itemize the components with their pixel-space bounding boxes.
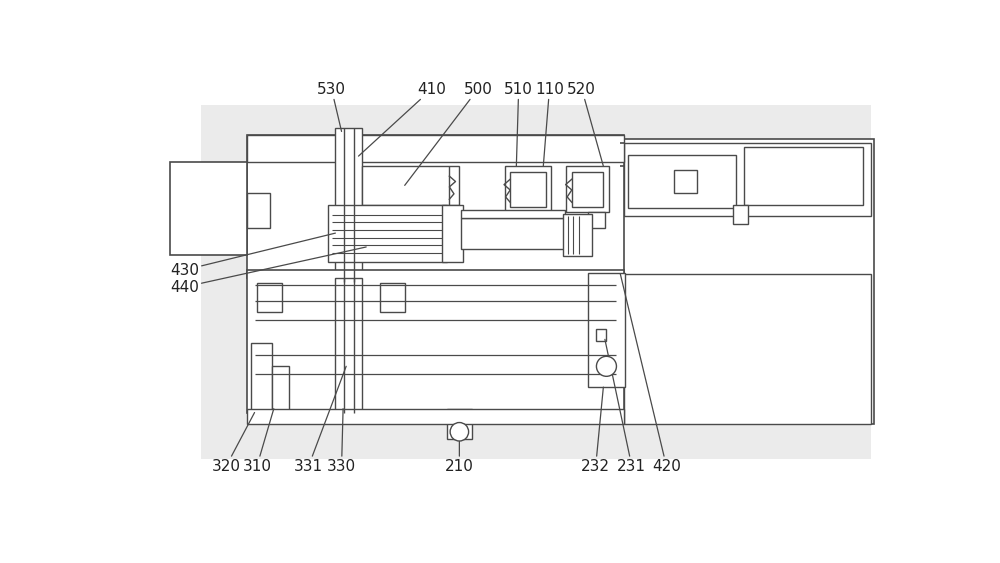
Bar	[624, 274, 871, 424]
Text: 500: 500	[405, 82, 492, 185]
Bar	[335, 128, 362, 282]
Bar	[674, 170, 697, 193]
Bar	[247, 193, 270, 227]
Text: 320: 320	[212, 413, 255, 474]
Text: 232: 232	[581, 387, 610, 474]
Bar	[566, 166, 609, 212]
Bar	[247, 409, 624, 424]
Circle shape	[450, 422, 469, 441]
Bar	[744, 147, 863, 204]
Bar	[328, 204, 447, 262]
Bar	[733, 204, 748, 224]
Bar	[588, 212, 605, 227]
Text: 510: 510	[504, 82, 533, 166]
Bar	[461, 210, 565, 218]
Bar	[251, 343, 272, 413]
Text: 520: 520	[567, 82, 603, 166]
Text: 210: 210	[445, 424, 474, 474]
Bar	[170, 162, 247, 254]
Bar	[461, 218, 565, 248]
Text: 331: 331	[294, 367, 346, 474]
Text: 430: 430	[170, 233, 335, 278]
Text: 310: 310	[242, 409, 274, 474]
Bar	[563, 214, 592, 256]
Text: 330: 330	[327, 409, 356, 474]
Text: 410: 410	[358, 82, 446, 156]
Circle shape	[596, 356, 616, 376]
Bar	[247, 135, 624, 162]
Text: 530: 530	[317, 82, 346, 132]
Bar	[380, 283, 405, 312]
Bar	[505, 166, 551, 212]
Bar	[628, 155, 736, 208]
Bar	[447, 409, 472, 440]
Bar	[257, 283, 282, 312]
Bar	[335, 278, 362, 413]
Text: 420: 420	[620, 274, 681, 474]
Text: 110: 110	[535, 82, 564, 166]
Bar	[510, 172, 546, 207]
Bar	[624, 143, 871, 216]
Bar	[362, 166, 459, 204]
Bar	[620, 139, 874, 424]
Bar	[272, 367, 289, 413]
Bar	[572, 172, 603, 207]
Bar	[247, 135, 624, 278]
Text: 231: 231	[605, 339, 646, 474]
Bar	[247, 270, 624, 413]
Bar	[442, 204, 463, 262]
Text: 440: 440	[170, 247, 366, 294]
Bar	[588, 273, 625, 387]
Bar	[596, 329, 606, 341]
Bar	[201, 105, 871, 459]
